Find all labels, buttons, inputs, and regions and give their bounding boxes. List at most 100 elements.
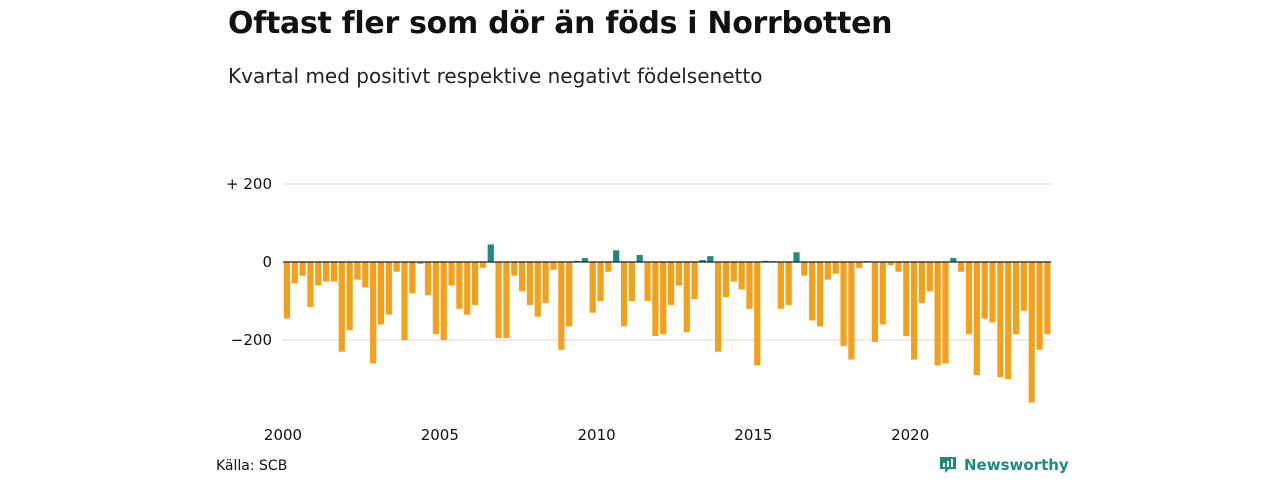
bar bbox=[707, 256, 714, 262]
bar bbox=[534, 262, 541, 317]
bar bbox=[691, 262, 698, 300]
bar bbox=[479, 262, 487, 268]
bar bbox=[542, 262, 549, 303]
bar bbox=[926, 262, 933, 292]
bar bbox=[652, 262, 659, 337]
bar bbox=[887, 262, 894, 266]
bar bbox=[683, 262, 690, 333]
bar bbox=[291, 262, 298, 284]
bar bbox=[1005, 262, 1012, 379]
bar bbox=[958, 262, 965, 272]
bar bbox=[911, 262, 918, 360]
bar bbox=[848, 262, 855, 360]
bar bbox=[424, 262, 432, 296]
bar bbox=[620, 262, 628, 327]
bar bbox=[456, 262, 463, 309]
bar bbox=[417, 262, 424, 264]
bar bbox=[722, 262, 730, 298]
bar bbox=[934, 262, 941, 366]
grid-lines bbox=[283, 183, 1051, 341]
bar bbox=[754, 262, 761, 366]
bar bbox=[377, 262, 385, 325]
bar bbox=[816, 262, 824, 327]
bar bbox=[895, 262, 902, 272]
bar bbox=[989, 262, 996, 323]
x-tick-label: 2020 bbox=[891, 426, 929, 444]
source-note: Källa: SCB bbox=[216, 458, 288, 474]
bar bbox=[809, 262, 816, 321]
bar bbox=[1028, 262, 1035, 403]
x-tick-label: 2010 bbox=[578, 426, 616, 444]
bar bbox=[464, 262, 471, 315]
bar bbox=[746, 262, 753, 309]
bar bbox=[824, 262, 831, 280]
bar bbox=[738, 262, 745, 290]
x-tick-label: 2005 bbox=[421, 426, 459, 444]
bar bbox=[558, 262, 565, 350]
bar bbox=[715, 262, 722, 352]
bar bbox=[628, 262, 635, 301]
brand-logo: Newsworthy bbox=[938, 455, 1069, 475]
y-tick-label: 0 bbox=[262, 253, 272, 271]
page-subtitle: Kvartal med positivt respektive negativt… bbox=[228, 64, 763, 88]
y-axis-labels: + 200 0 −200 bbox=[226, 175, 272, 349]
bar bbox=[675, 262, 683, 286]
bar bbox=[644, 262, 651, 301]
bar bbox=[997, 262, 1004, 378]
bar bbox=[871, 262, 879, 342]
bar bbox=[918, 262, 926, 303]
bar bbox=[495, 262, 502, 339]
bar bbox=[566, 262, 573, 327]
bar bbox=[299, 262, 306, 276]
bar bbox=[667, 262, 675, 305]
bar bbox=[448, 262, 455, 286]
bar bbox=[903, 262, 910, 337]
bar bbox=[589, 262, 596, 313]
bar bbox=[440, 262, 447, 340]
newsworthy-logo-icon bbox=[940, 457, 956, 473]
bar bbox=[283, 262, 291, 319]
bar bbox=[526, 262, 534, 305]
bar bbox=[660, 262, 667, 335]
bar bbox=[487, 244, 494, 262]
bar bbox=[307, 262, 314, 307]
bar bbox=[338, 262, 345, 352]
bar bbox=[370, 262, 377, 364]
bar bbox=[354, 262, 361, 280]
bar bbox=[393, 262, 400, 272]
bar bbox=[785, 262, 792, 305]
page-title: Oftast fler som dör än föds i Norrbotten bbox=[228, 6, 893, 41]
bar bbox=[385, 262, 392, 315]
bar bbox=[315, 262, 322, 286]
bar bbox=[1012, 262, 1020, 335]
bar bbox=[950, 258, 957, 262]
bar bbox=[597, 262, 604, 301]
bar bbox=[801, 262, 808, 276]
x-axis-labels: 2000 2005 2010 2015 2020 bbox=[264, 426, 929, 444]
bar bbox=[409, 262, 416, 294]
bar bbox=[730, 262, 737, 282]
bar bbox=[519, 262, 526, 292]
bar bbox=[1020, 262, 1027, 311]
x-tick-label: 2000 bbox=[264, 426, 302, 444]
bar bbox=[1044, 262, 1051, 335]
bar bbox=[965, 262, 973, 335]
bar bbox=[401, 262, 408, 340]
bar bbox=[605, 262, 612, 272]
bar bbox=[856, 262, 863, 268]
bar bbox=[981, 262, 988, 319]
bar bbox=[550, 262, 557, 270]
bar bbox=[832, 262, 839, 274]
bar bbox=[471, 262, 479, 305]
bar bbox=[1036, 262, 1043, 350]
bar bbox=[346, 262, 353, 331]
bar bbox=[432, 262, 439, 335]
bar bbox=[840, 262, 847, 346]
y-tick-label: −200 bbox=[231, 331, 272, 349]
bar bbox=[942, 262, 949, 364]
bar bbox=[699, 260, 706, 262]
bar bbox=[581, 258, 588, 262]
x-tick-label: 2015 bbox=[734, 426, 772, 444]
bar bbox=[323, 262, 330, 282]
